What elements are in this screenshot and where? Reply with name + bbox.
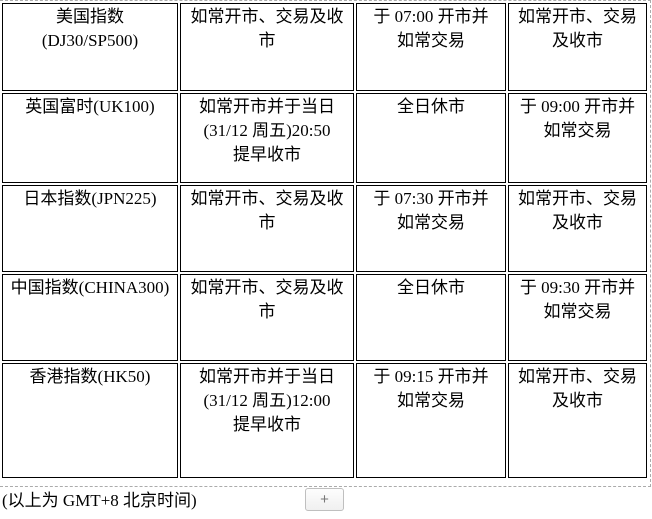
- table-cell[interactable]: 于 09:15 开市并 如常交易: [356, 363, 506, 478]
- table-cell[interactable]: 如常开市、交易 及收市: [508, 363, 647, 478]
- table-cell[interactable]: 如常开市并于当日 (31/12 周五)20:50 提早收市: [180, 93, 354, 183]
- table-row: 美国指数 (DJ30/SP500) 如常开市、交易及收 市 于 07:00 开市…: [2, 3, 647, 91]
- table-cell[interactable]: 如常开市、交易及收 市: [180, 3, 354, 91]
- table-row: 英国富时(UK100) 如常开市并于当日 (31/12 周五)20:50 提早收…: [2, 93, 647, 183]
- table-add-button[interactable]: +: [305, 488, 344, 511]
- table-cell[interactable]: 如常开市、交易 及收市: [508, 3, 647, 91]
- table-cell[interactable]: 全日休市: [356, 93, 506, 183]
- table-cell[interactable]: 中国指数(CHINA300): [2, 274, 178, 361]
- table-cell[interactable]: 如常开市、交易及收 市: [180, 185, 354, 272]
- table-cell[interactable]: 英国富时(UK100): [2, 93, 178, 183]
- table-cell[interactable]: 于 09:30 开市并 如常交易: [508, 274, 647, 361]
- table-editor-outline: 美国指数 (DJ30/SP500) 如常开市、交易及收 市 于 07:00 开市…: [0, 0, 651, 487]
- table-cell[interactable]: 于 07:00 开市并 如常交易: [356, 3, 506, 91]
- timezone-note: (以上为 GMT+8 北京时间): [2, 491, 197, 510]
- table-cell[interactable]: 日本指数(JPN225): [2, 185, 178, 272]
- table-cell[interactable]: 香港指数(HK50): [2, 363, 178, 478]
- table-row: 日本指数(JPN225) 如常开市、交易及收 市 于 07:30 开市并 如常交…: [2, 185, 647, 272]
- table-row: 香港指数(HK50) 如常开市并于当日 (31/12 周五)12:00 提早收市…: [2, 363, 647, 478]
- table-cell[interactable]: 如常开市、交易 及收市: [508, 185, 647, 272]
- footer: (以上为 GMT+8 北京时间) +: [0, 488, 652, 516]
- table-cell[interactable]: 于 09:00 开市并 如常交易: [508, 93, 647, 183]
- market-schedule-table: 美国指数 (DJ30/SP500) 如常开市、交易及收 市 于 07:00 开市…: [0, 1, 649, 480]
- table-cell[interactable]: 全日休市: [356, 274, 506, 361]
- table-cell[interactable]: 如常开市并于当日 (31/12 周五)12:00 提早收市: [180, 363, 354, 478]
- table-cell[interactable]: 美国指数 (DJ30/SP500): [2, 3, 178, 91]
- table-row: 中国指数(CHINA300) 如常开市、交易及收 市 全日休市 于 09:30 …: [2, 274, 647, 361]
- table-cell[interactable]: 于 07:30 开市并 如常交易: [356, 185, 506, 272]
- table-cell[interactable]: 如常开市、交易及收 市: [180, 274, 354, 361]
